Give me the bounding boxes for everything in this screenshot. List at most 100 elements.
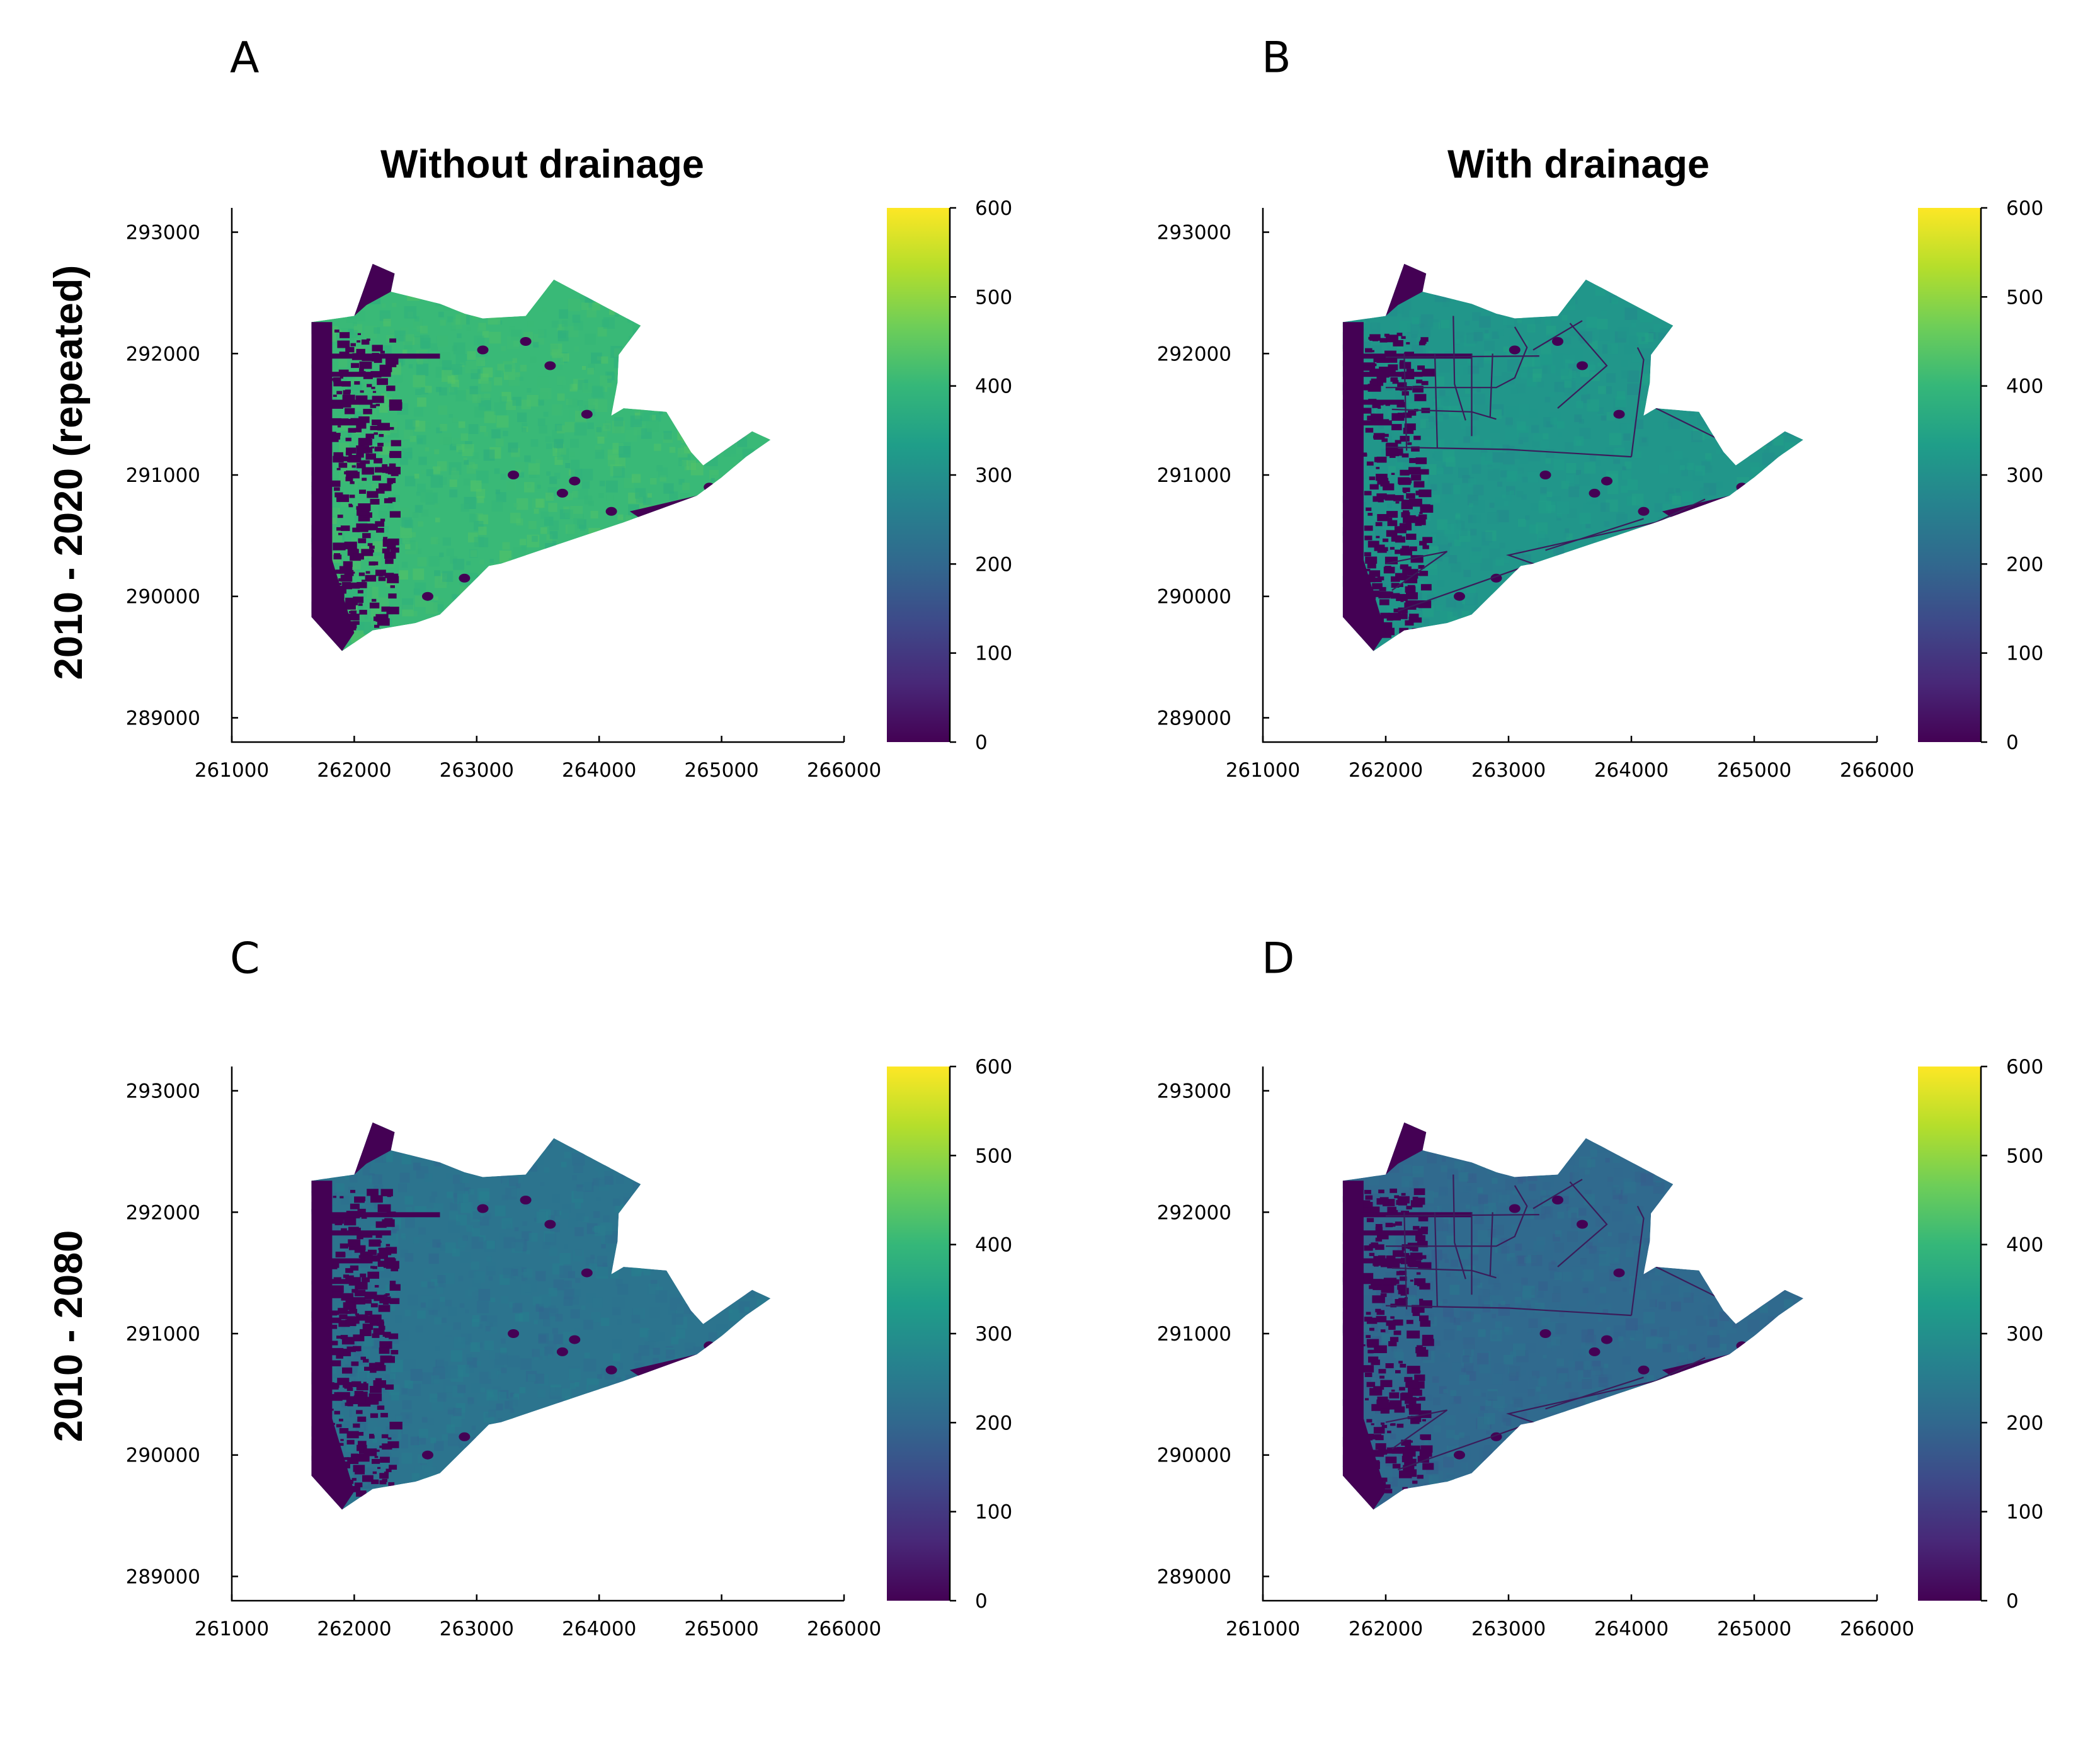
colorbar-tick-label: 400 [975,375,1012,398]
colorbar-tick-label: 300 [975,464,1012,487]
panel-d: D 261000 262000 263000 264000 265000 266000 289… [1157,934,2044,1640]
colorbar-tick-label: 200 [975,1412,1012,1434]
x-tick-label: 266000 [807,759,881,782]
low-value-streak [329,420,361,426]
low-value-streak [1361,1258,1405,1264]
x-tick-label: 265000 [1717,759,1791,782]
raster-base [1342,263,1803,651]
low-value-pit [520,1196,532,1204]
colorbar-tick-label: 0 [975,731,988,754]
drain-line [1403,1212,1408,1310]
low-value-pit [1613,1268,1625,1278]
raster-region [311,1122,771,1510]
colorbar [1918,208,1981,742]
colorbar-tick-label: 600 [2006,197,2043,220]
low-value-pit [477,1204,489,1213]
colorbar-tick-label: 400 [2006,375,2043,398]
drain-line [1385,446,1632,458]
colorbar-tick-label: 600 [975,197,1012,220]
x-tick-label: 264000 [562,759,636,782]
low-value-streak [329,1230,391,1236]
raster-region [311,263,771,651]
low-value-area [1342,1181,1386,1510]
low-value-pit [1589,1347,1601,1356]
low-value-streak [329,1212,440,1218]
low-value-area [1735,431,1785,466]
drain-line [1385,1305,1632,1317]
low-value-pit [556,1347,568,1356]
colorbar-tick-label: 100 [2006,643,2043,665]
y-tick-label: 293000 [1157,222,1231,244]
low-value-streak [329,372,391,377]
low-value-pit [1589,488,1601,498]
colorbar-tick-label: 500 [975,1145,1012,1167]
low-value-area [311,322,355,651]
y-tick-label: 293000 [126,1080,200,1103]
y-tick-label: 292000 [1157,1201,1231,1224]
panel-letter: C [230,934,260,984]
x-tick-label: 261000 [195,1618,269,1640]
drain-line [1398,498,1706,612]
low-value-pit [581,409,593,419]
x-tick-label: 262000 [1349,1618,1423,1640]
low-value-pit [1736,1341,1748,1351]
low-value-pit [1662,1256,1674,1266]
colorbar-tick-label: 0 [975,1590,988,1613]
low-value-area [1386,1122,1427,1175]
drain-line [1655,408,1718,440]
panel-letter: A [230,33,260,83]
low-value-pit [1638,506,1650,516]
low-value-streak [1361,420,1392,426]
low-value-pit [1638,1365,1650,1375]
colorbar-tick-label: 500 [975,286,1012,309]
y-tick-label: 289000 [1157,707,1231,729]
drain-line [1398,1357,1706,1470]
colorbar [887,208,950,742]
colorbar-tick-label: 300 [975,1323,1012,1346]
low-value-streak [1361,1212,1472,1218]
low-value-pit [704,483,716,492]
drain-line [1385,551,1448,591]
colorbar-tick-label: 600 [2006,1056,2043,1078]
y-tick-label: 291000 [1157,1323,1231,1346]
drain-network [1385,316,1718,612]
drain-line [1386,1185,1528,1247]
low-value-pit [459,1432,471,1441]
colorbar-tick-label: 200 [2006,553,2043,576]
drain-line [1434,353,1438,449]
drain-line [1452,1174,1466,1279]
drain-line [1655,1266,1718,1298]
y-tick-label: 290000 [1157,1444,1231,1467]
low-value-pit [1552,1196,1563,1204]
drain-line [1630,1206,1645,1316]
y-tick-label: 292000 [1157,343,1231,365]
y-tick-label: 289000 [126,1565,200,1588]
x-tick-label: 261000 [1226,759,1300,782]
drain-line [1557,1181,1608,1267]
x-tick-label: 265000 [684,1618,758,1640]
drain-line [1532,320,1583,351]
low-value-pit [630,1256,642,1266]
drain-line [1434,1212,1438,1307]
y-tick-label: 293000 [1157,1080,1231,1103]
y-tick-label: 293000 [126,222,200,244]
raster-region [1342,263,1803,651]
low-value-pit [605,506,617,516]
x-tick-label: 262000 [1349,759,1423,782]
low-value-pit [569,476,581,486]
low-value-area [703,1290,753,1324]
low-value-pit [556,488,568,498]
drain-line [1403,353,1408,451]
low-value-pit [1454,1450,1465,1460]
y-tick-label: 292000 [126,343,200,365]
x-tick-label: 262000 [317,1618,391,1640]
raster-base [1342,1122,1803,1510]
colorbar-tick-label: 400 [975,1234,1012,1257]
colorbar-tick-label: 100 [975,643,1012,665]
y-tick-label: 290000 [126,1444,200,1467]
low-value-streak [1361,1230,1423,1236]
colorbar-tick-label: 600 [975,1056,1012,1078]
y-tick-label: 291000 [126,464,200,487]
low-value-pit [508,1329,520,1338]
